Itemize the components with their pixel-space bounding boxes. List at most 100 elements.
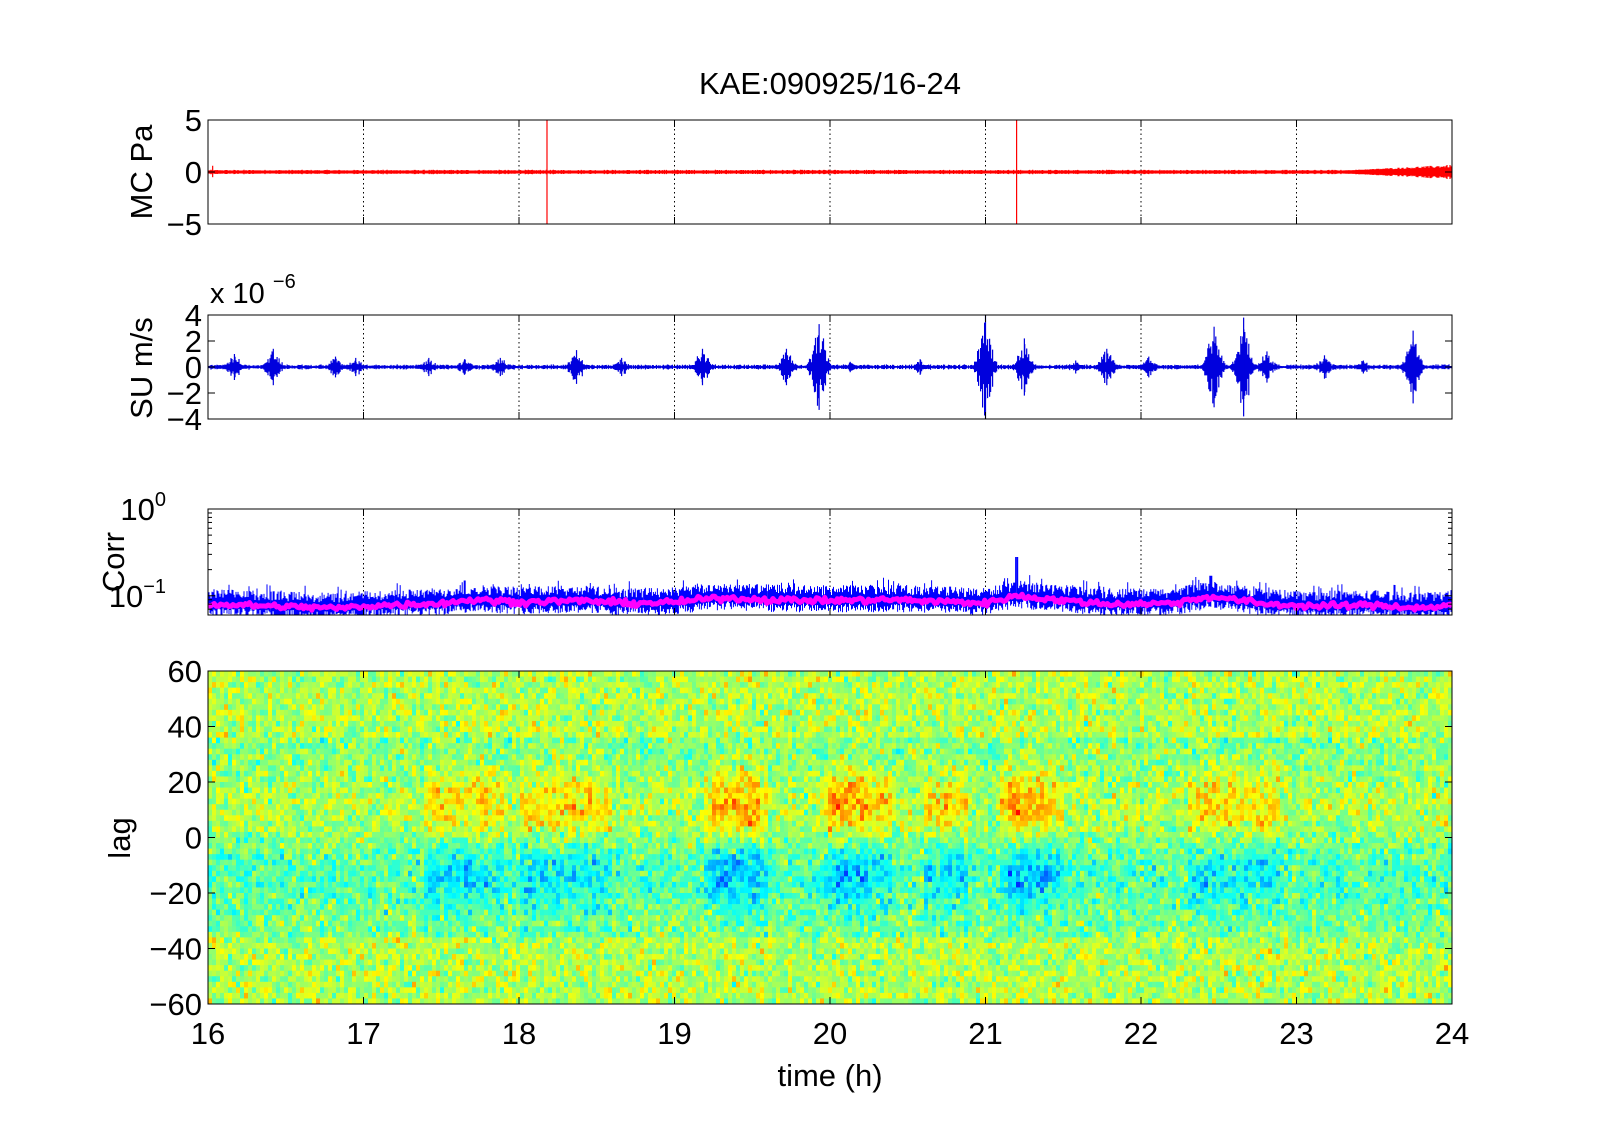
heatmap-cell	[468, 876, 473, 883]
heatmap-cell	[436, 831, 441, 839]
heatmap-cell	[424, 904, 429, 911]
heatmap-cell	[496, 859, 501, 866]
heatmap-cell	[476, 881, 481, 889]
heatmap-cell	[252, 865, 257, 872]
heatmap-cell	[436, 737, 441, 744]
heatmap-cell	[308, 826, 313, 833]
heatmap-cell	[348, 920, 353, 927]
heatmap-cell	[476, 754, 481, 761]
heatmap-cell	[236, 809, 241, 816]
heatmap-cell	[404, 831, 409, 839]
heatmap-cell	[456, 854, 461, 861]
heatmap-cell	[360, 848, 365, 855]
heatmap-cell	[352, 671, 357, 678]
heatmap-cell	[400, 804, 405, 811]
heatmap-cell	[460, 726, 465, 733]
heatmap-cell	[524, 893, 529, 900]
heatmap-cell	[476, 715, 481, 722]
heatmap-cell	[332, 704, 337, 711]
heatmap-cell	[428, 893, 433, 900]
heatmap-cell	[396, 804, 401, 811]
heatmap-cell	[260, 798, 265, 805]
heatmap-cell	[212, 909, 217, 916]
heatmap-cell	[300, 937, 305, 944]
heatmap-cell	[396, 848, 401, 855]
heatmap-cell	[304, 959, 309, 966]
heatmap-cell	[296, 743, 301, 750]
heatmap-cell	[524, 848, 529, 855]
heatmap-cell	[520, 942, 525, 950]
heatmap-cell	[276, 793, 281, 800]
heatmap-cell	[248, 998, 253, 1004]
heatmap-cell	[264, 720, 269, 728]
heatmap-cell	[488, 715, 493, 722]
heatmap-cell	[428, 920, 433, 927]
heatmap-cell	[316, 959, 321, 966]
heatmap-cell	[212, 754, 217, 761]
heatmap-cell	[244, 759, 249, 766]
heatmap-cell	[240, 926, 245, 933]
heatmap-cell	[424, 881, 429, 889]
heatmap-cell	[520, 798, 525, 805]
heatmap-cell	[436, 815, 441, 822]
heatmap-cell	[448, 737, 453, 744]
heatmap-cell	[208, 893, 213, 900]
heatmap-cell	[472, 743, 477, 750]
heatmap-cell	[284, 854, 289, 861]
heatmap-cell	[308, 942, 313, 950]
heatmap-cell	[432, 865, 437, 872]
heatmap-cell	[348, 848, 353, 855]
heatmap-cell	[412, 682, 417, 689]
heatmap-cell	[348, 676, 353, 683]
heatmap-cell	[324, 942, 329, 950]
heatmap-cell	[504, 732, 509, 739]
heatmap-cell	[336, 965, 341, 972]
heatmap-cell	[224, 804, 229, 811]
heatmap-cell	[472, 776, 477, 783]
heatmap-cell	[320, 859, 325, 866]
heatmap-cell	[432, 881, 437, 889]
heatmap-cell	[216, 793, 221, 800]
heatmap-cell	[404, 904, 409, 911]
heatmap-cell	[464, 698, 469, 705]
heatmap-cell	[276, 937, 281, 944]
heatmap-cell	[460, 954, 465, 961]
heatmap-cell	[408, 909, 413, 916]
heatmap-cell	[492, 770, 497, 778]
y-tick-label: 2	[185, 324, 202, 359]
heatmap-cell	[280, 904, 285, 911]
heatmap-cell	[428, 732, 433, 739]
heatmap-cell	[496, 793, 501, 800]
heatmap-cell	[328, 748, 333, 755]
heatmap-cell	[412, 987, 417, 994]
heatmap-cell	[268, 992, 273, 1000]
heatmap-cell	[436, 798, 441, 805]
heatmap-cell	[212, 981, 217, 988]
heatmap-cell	[504, 809, 509, 816]
heatmap-cell	[496, 765, 501, 772]
heatmap-cell	[256, 787, 261, 794]
heatmap-cell	[428, 859, 433, 866]
heatmap-cell	[344, 682, 349, 689]
heatmap-cell	[440, 831, 445, 839]
heatmap-cell	[344, 726, 349, 733]
heatmap-cell	[376, 881, 381, 889]
heatmap-cell	[216, 904, 221, 911]
heatmap-cell	[388, 770, 393, 778]
heatmap-cell	[344, 837, 349, 844]
heatmap-cell	[348, 998, 353, 1004]
heatmap-cell	[244, 970, 249, 977]
heatmap-cell	[384, 676, 389, 683]
heatmap-cell	[476, 815, 481, 822]
heatmap-cell	[296, 698, 301, 705]
heatmap-cell	[236, 743, 241, 750]
heatmap-cell	[264, 804, 269, 811]
heatmap-cell	[464, 898, 469, 905]
heatmap-cell	[384, 848, 389, 855]
heatmap-cell	[224, 987, 229, 994]
heatmap-cell	[468, 693, 473, 700]
heatmap-cell	[344, 942, 349, 950]
heatmap-cell	[380, 809, 385, 816]
heatmap-cell	[224, 793, 229, 800]
heatmap-cell	[248, 909, 253, 916]
